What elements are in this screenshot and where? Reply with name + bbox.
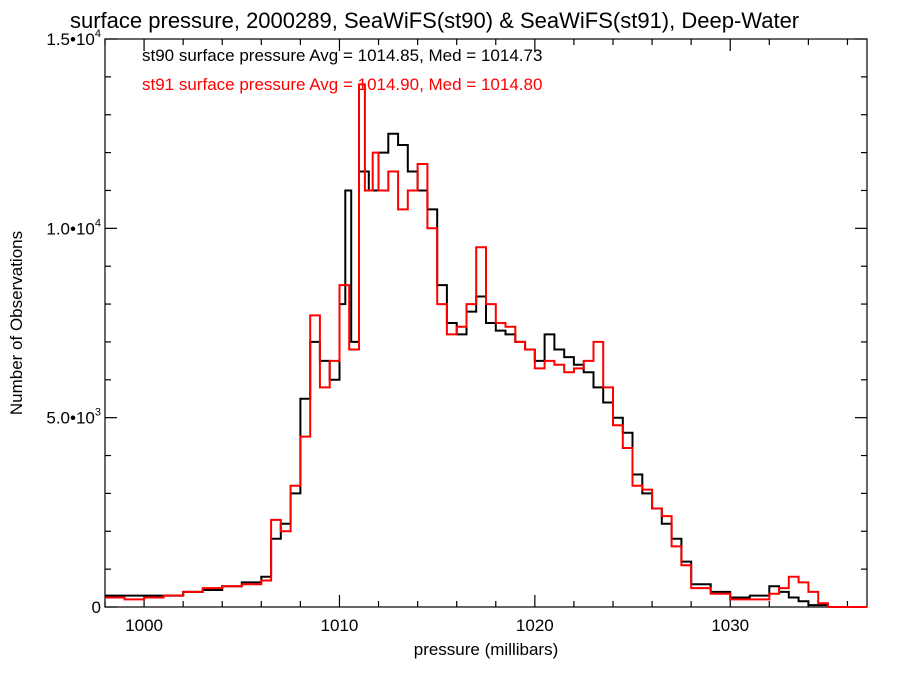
x-tick-label: 1010 bbox=[321, 616, 359, 635]
y-axis-label: Number of Observations bbox=[7, 231, 26, 415]
series-st91-line bbox=[105, 83, 867, 608]
series-layer bbox=[105, 83, 867, 608]
x-axis-label: pressure (millibars) bbox=[414, 640, 559, 659]
legend-entry-st91: st91 surface pressure Avg = 1014.90, Med… bbox=[142, 75, 542, 94]
y-tick-label: 1.5•104 bbox=[46, 28, 101, 49]
chart-title: surface pressure, 2000289, SeaWiFS(st90)… bbox=[70, 8, 799, 33]
legend-entry-st90: st90 surface pressure Avg = 1014.85, Med… bbox=[142, 46, 542, 65]
x-tick-label: 1030 bbox=[711, 616, 749, 635]
series-st90-line bbox=[105, 132, 867, 608]
y-tick-label: 0 bbox=[92, 598, 101, 617]
y-tick-label: 5.0•103 bbox=[46, 407, 101, 428]
x-tick-label: 1000 bbox=[125, 616, 163, 635]
plot-frame bbox=[104, 38, 868, 608]
y-axis: 0 5.0•103 1.0•104 1.5•104 bbox=[46, 28, 867, 617]
y-tick-label: 1.0•104 bbox=[46, 217, 101, 238]
x-axis: 1000 1010 1020 1030 bbox=[104, 39, 849, 635]
x-tick-label: 1020 bbox=[516, 616, 554, 635]
